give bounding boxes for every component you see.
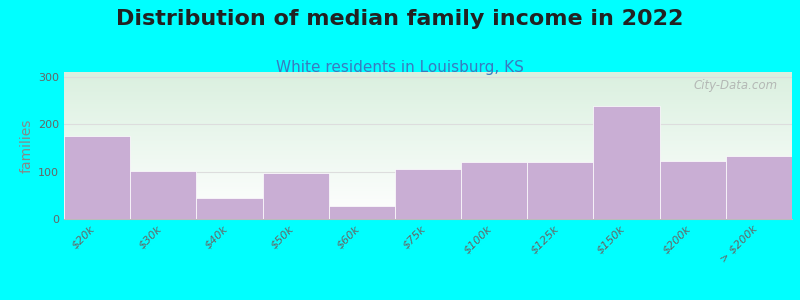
Bar (196, 198, 262, 219)
Bar (262, 173, 329, 219)
Bar (130, 171, 196, 219)
Text: Distribution of median family income in 2022: Distribution of median family income in … (116, 9, 684, 29)
Bar (660, 161, 726, 219)
Bar (461, 162, 527, 219)
Bar (527, 162, 594, 219)
Y-axis label: families: families (20, 118, 34, 173)
Bar (594, 106, 660, 219)
Text: City-Data.com: City-Data.com (694, 79, 778, 92)
Bar (329, 206, 395, 219)
Bar (64, 136, 130, 219)
Text: White residents in Louisburg, KS: White residents in Louisburg, KS (276, 60, 524, 75)
Bar (726, 156, 792, 219)
Bar (395, 169, 461, 219)
